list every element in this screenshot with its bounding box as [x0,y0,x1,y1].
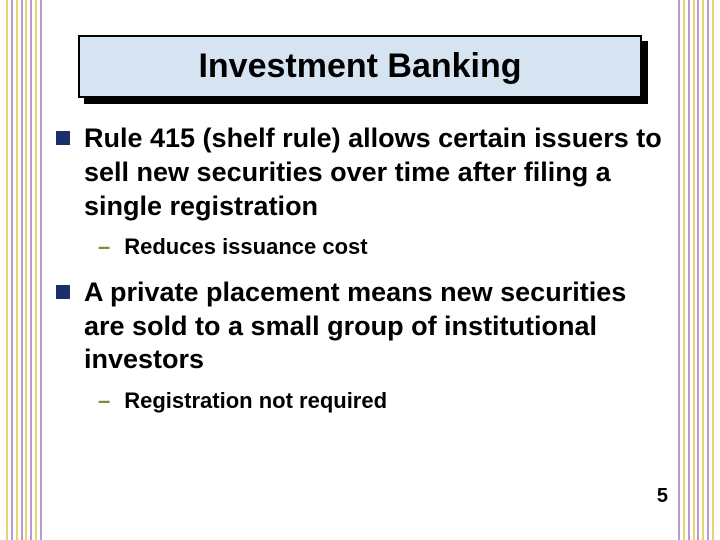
bullet-text: Rule 415 (shelf rule) allows certain iss… [84,122,664,223]
bullet-level2: – Reduces issuance cost [98,233,664,262]
stripe [30,0,32,540]
stripe [11,0,13,540]
stripe [25,0,27,540]
title-box: Investment Banking [78,35,642,98]
stripe [683,0,685,540]
stripe [697,0,699,540]
page-number: 5 [657,485,668,508]
subbullet-text: Registration not required [124,387,387,416]
bullet-level2: – Registration not required [98,387,664,416]
bullet-text: A private placement means new securities… [84,276,664,377]
stripe [678,0,680,540]
bullet-level1: Rule 415 (shelf rule) allows certain iss… [56,122,664,223]
dash-bullet-icon: – [98,387,110,416]
content-area: Rule 415 (shelf rule) allows certain iss… [48,122,672,416]
left-stripes [6,0,42,540]
slide: Investment Banking Rule 415 (shelf rule)… [0,0,720,540]
stripe [702,0,704,540]
subbullet-text: Reduces issuance cost [124,233,367,262]
square-bullet-icon [56,131,70,145]
bullet-level1: A private placement means new securities… [56,276,664,377]
stripe [35,0,37,540]
slide-title: Investment Banking [98,47,622,86]
stripe [21,0,23,540]
dash-bullet-icon: – [98,233,110,262]
stripe [688,0,690,540]
stripe [6,0,8,540]
title-container: Investment Banking [78,35,642,98]
square-bullet-icon [56,285,70,299]
stripe [16,0,18,540]
stripe [40,0,42,540]
right-stripes [678,0,714,540]
stripe [712,0,714,540]
stripe [693,0,695,540]
stripe [707,0,709,540]
